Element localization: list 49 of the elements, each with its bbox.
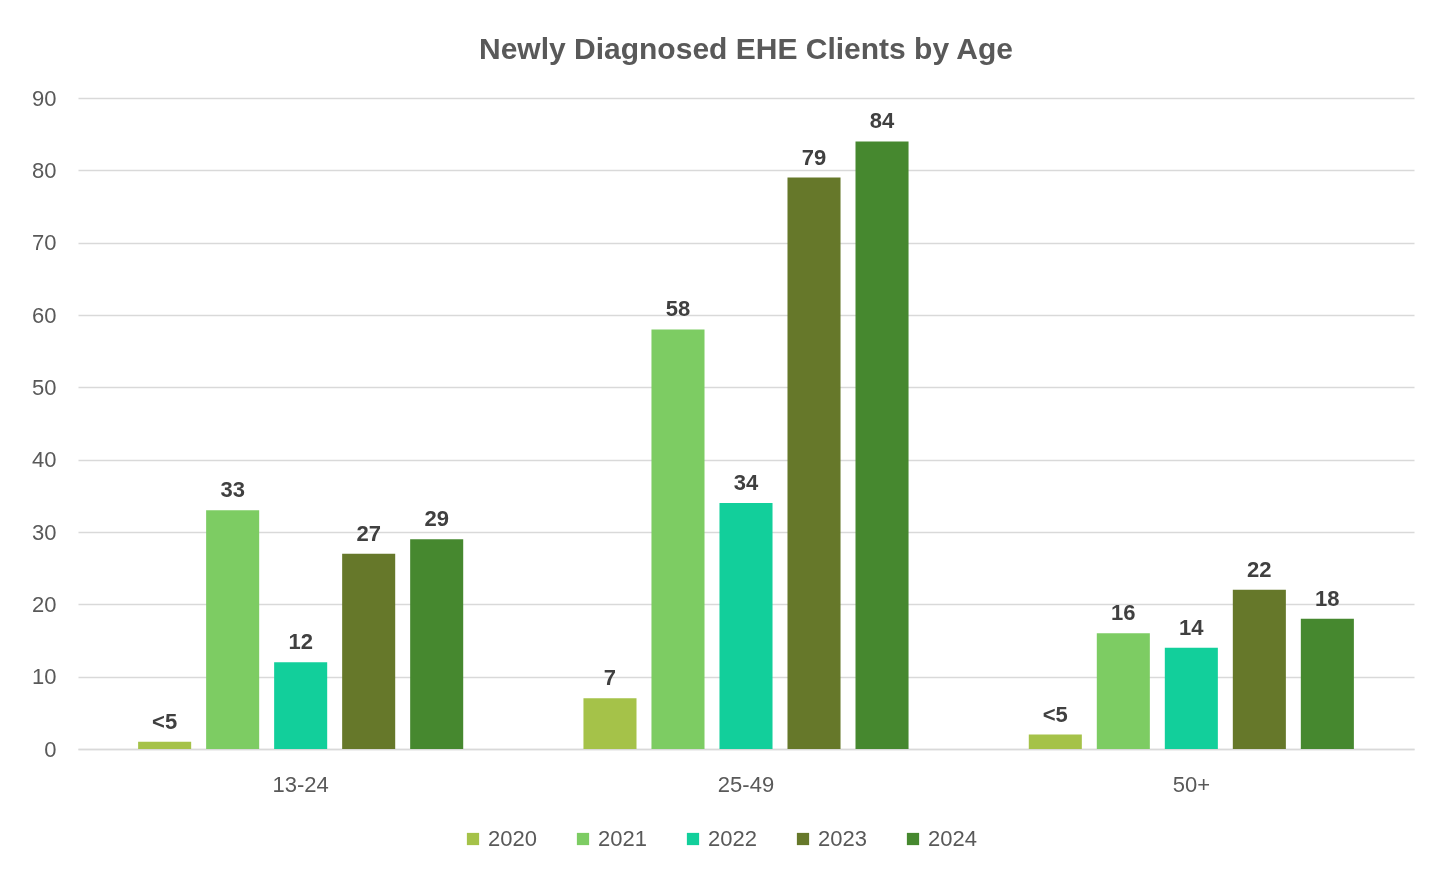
bar	[138, 741, 192, 749]
bar	[651, 329, 705, 749]
data-label: 12	[288, 629, 313, 655]
data-label: <5	[1042, 701, 1068, 727]
y-tick-label: 30	[32, 519, 57, 545]
bar	[1232, 589, 1286, 749]
bar	[206, 510, 260, 749]
bar	[719, 503, 773, 749]
bar	[274, 662, 328, 749]
bar	[787, 177, 841, 749]
x-tick-label: 13-24	[272, 771, 329, 797]
y-tick-label: 90	[32, 85, 57, 111]
data-label: <5	[152, 708, 178, 734]
y-tick-label: 10	[32, 664, 57, 690]
chart-title: Newly Diagnosed EHE Clients by Age	[478, 32, 1014, 65]
data-label: 34	[733, 470, 759, 496]
bar	[1096, 633, 1150, 749]
data-label: 58	[665, 296, 691, 322]
data-label: 22	[1247, 556, 1272, 582]
legend-label: 2020	[488, 826, 537, 851]
y-tick-label: 40	[32, 447, 57, 473]
legend-label: 2022	[708, 826, 757, 851]
y-tick-label: 60	[32, 302, 57, 328]
legend-label: 2021	[598, 826, 647, 851]
data-label: 16	[1111, 600, 1136, 626]
data-label: 7	[603, 665, 617, 691]
x-tick-label: 50+	[1172, 771, 1210, 797]
data-label: 79	[801, 144, 827, 170]
bar	[1300, 618, 1354, 749]
y-tick-label: 70	[32, 230, 57, 256]
y-tick-label: 0	[44, 736, 57, 762]
bar	[583, 698, 637, 749]
bar	[1164, 647, 1218, 749]
y-tick-label: 20	[32, 591, 57, 617]
data-label: 29	[424, 506, 449, 532]
x-tick-label: 25-49	[717, 771, 775, 797]
legend-label: 2023	[818, 826, 867, 851]
y-tick-label: 80	[32, 157, 57, 183]
bar	[1028, 734, 1082, 749]
bar	[342, 553, 396, 749]
legend-label: 2024	[928, 826, 977, 851]
data-label: 84	[869, 108, 896, 134]
data-label: 33	[220, 477, 245, 503]
data-label: 27	[356, 520, 381, 546]
bar	[855, 141, 909, 749]
bar	[410, 539, 464, 749]
data-label: 14	[1179, 614, 1205, 640]
data-label: 18	[1315, 585, 1340, 611]
y-tick-label: 50	[32, 374, 57, 400]
